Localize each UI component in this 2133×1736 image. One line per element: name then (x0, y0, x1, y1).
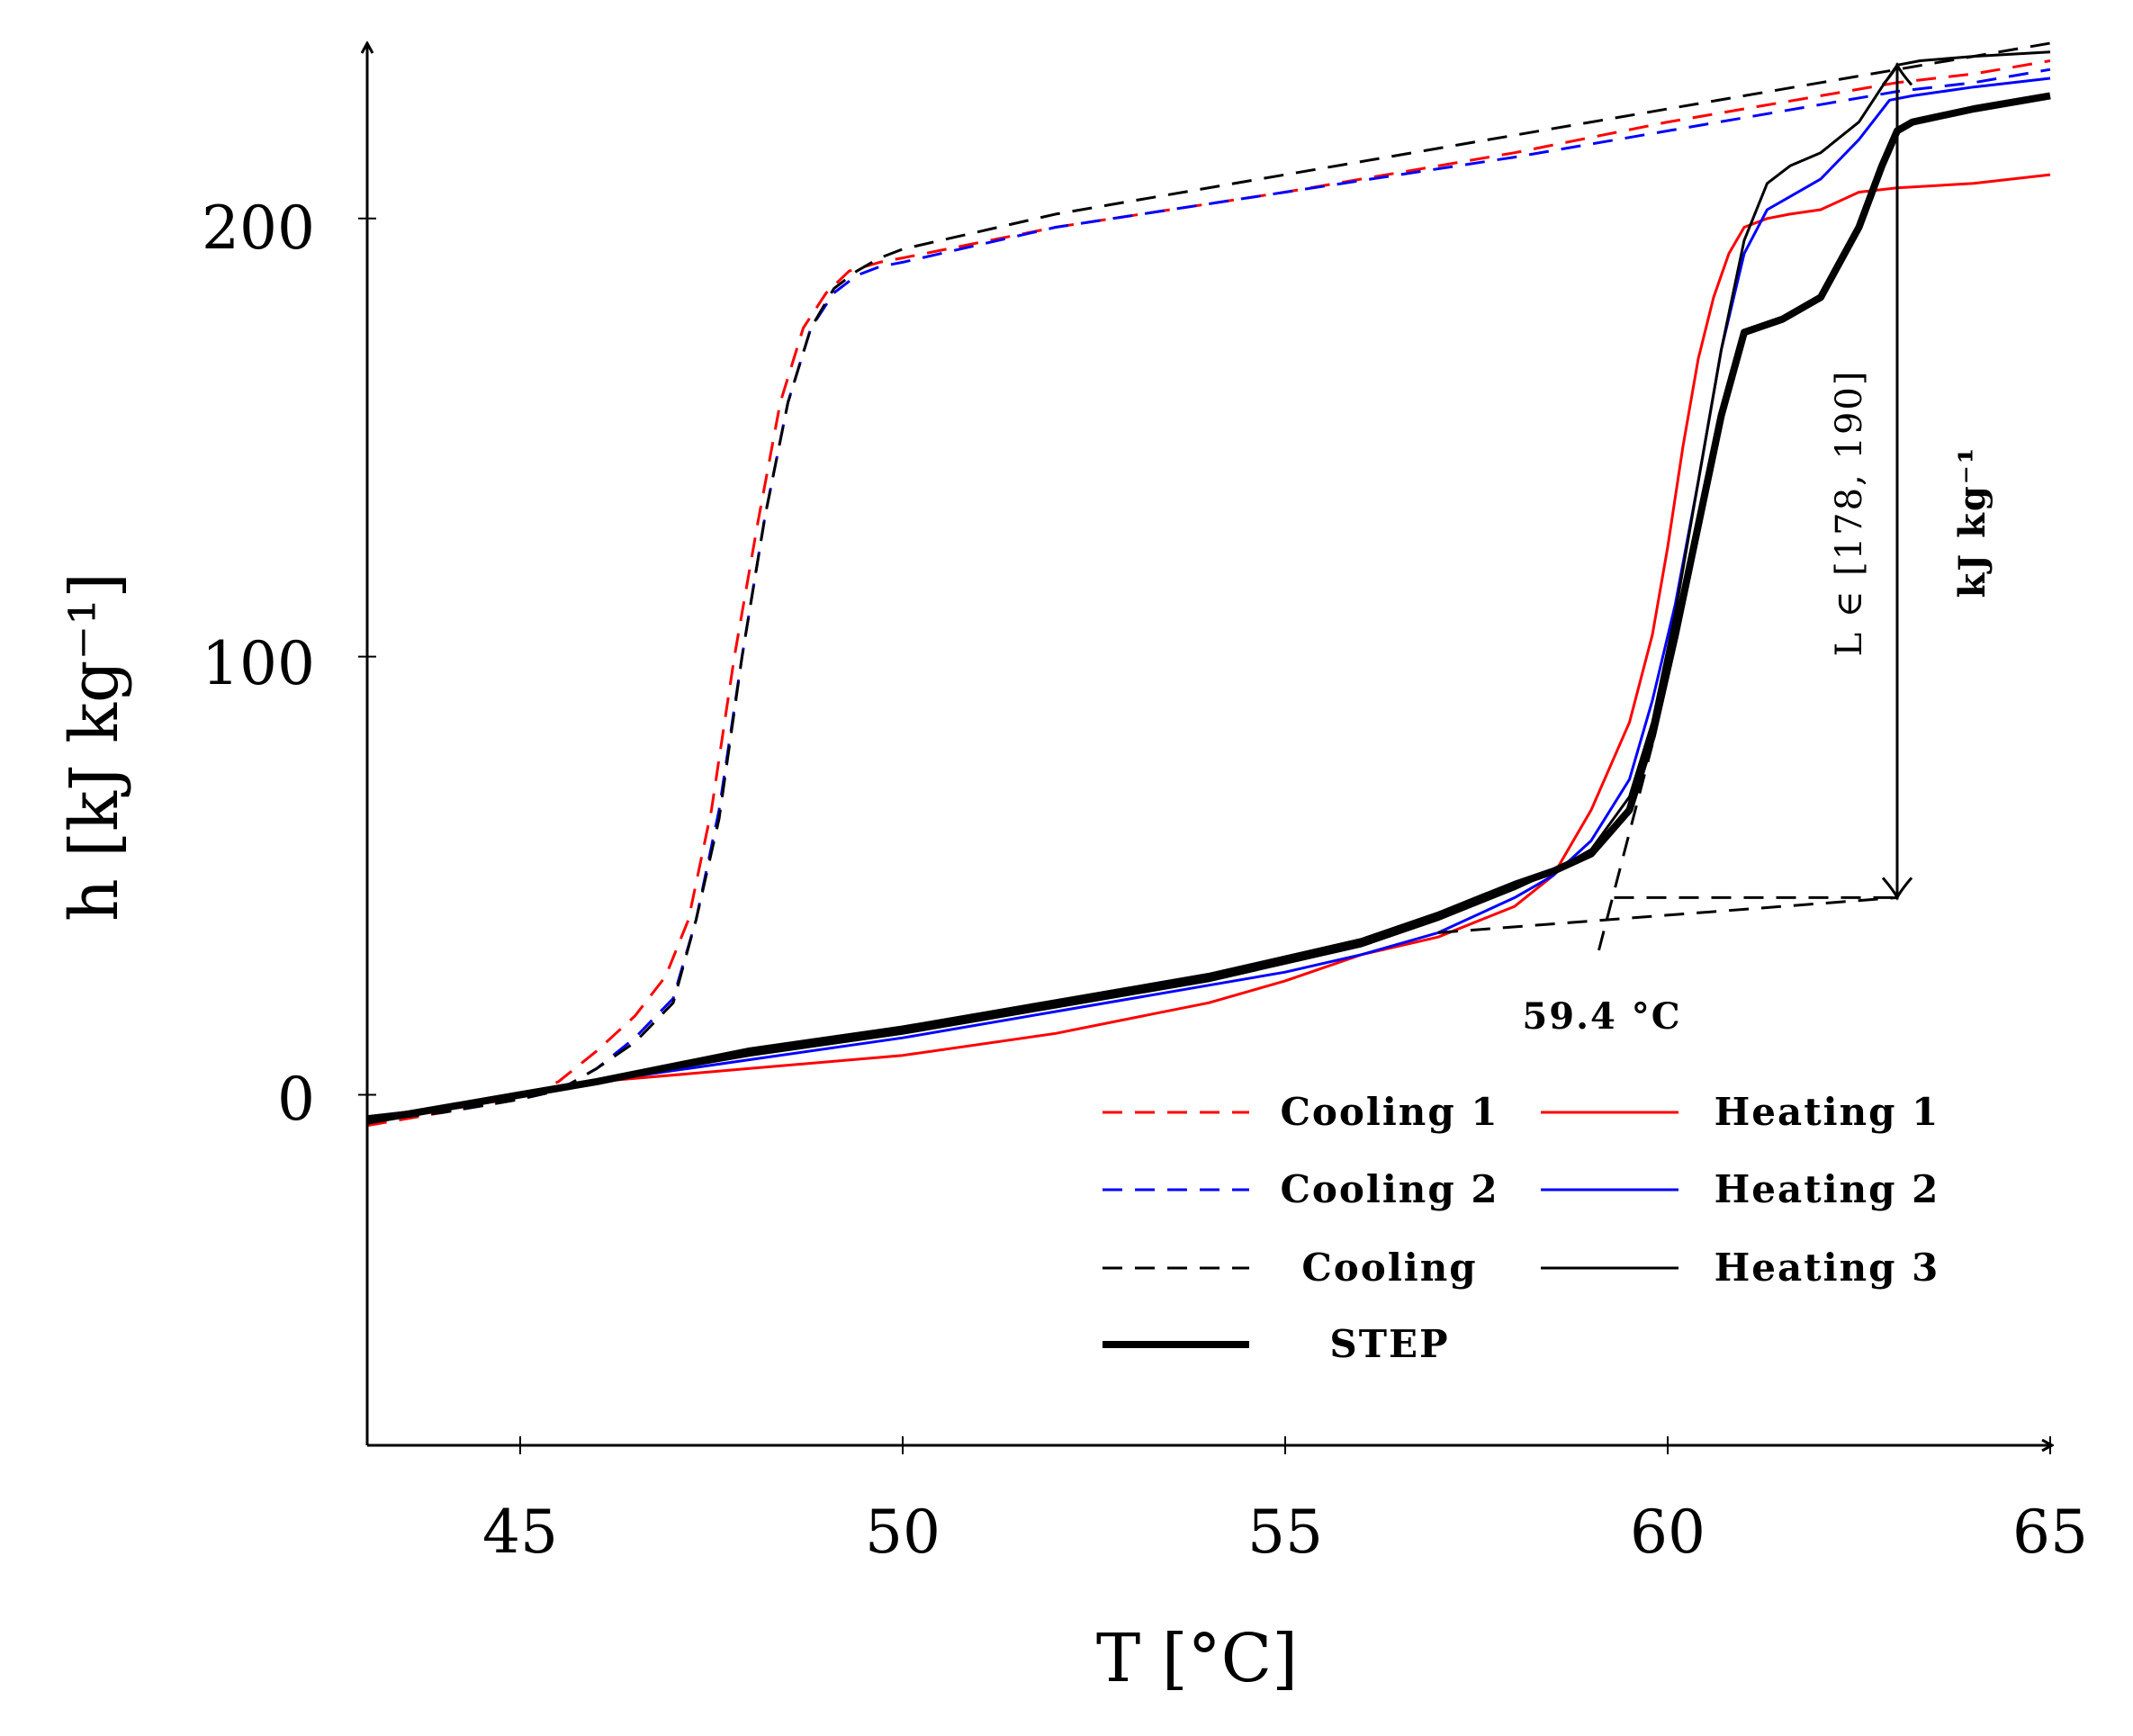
latent-heat-arrowhead (1881, 61, 1913, 86)
y-tick-label: 100 (202, 629, 315, 698)
legend-label: Heating 3 (1714, 1246, 1940, 1290)
legend: Cooling 1 Heating 1 Cooling 2 Heating 2 … (1102, 1090, 1940, 1366)
x-tick-label: 55 (1247, 1498, 1323, 1567)
x-tick-label: 60 (1630, 1498, 1706, 1567)
y-tick-label: 0 (277, 1065, 315, 1134)
ticks (358, 217, 2051, 1454)
series-line-heating-1 (366, 173, 2051, 1123)
legend-label: Heating 2 (1714, 1167, 1940, 1211)
latent-heat-unit-label: kJ kg⁻¹ (1951, 446, 1994, 598)
series-line-cooling-2 (366, 67, 2051, 1123)
series-line-step (366, 92, 2051, 1125)
onset-temperature-label: 59.4 °C (1522, 995, 1681, 1038)
series-layer (366, 41, 2051, 1128)
legend-label: Cooling 2 (1280, 1167, 1498, 1211)
series-line-cooling (366, 41, 2051, 1123)
onset-line-baseline (1437, 895, 1898, 934)
y-axis-title: h [kJ kg⁻¹] (56, 572, 133, 922)
legend-label: Cooling (1301, 1246, 1477, 1290)
x-axis-title: T [°C] (1096, 1620, 1298, 1697)
x-tick-label: 45 (482, 1498, 558, 1567)
legend-label: STEP (1329, 1322, 1449, 1366)
latent-heat-arrowhead (1881, 877, 1913, 901)
series-line-heating-3 (366, 50, 2051, 1119)
legend-label: Cooling 1 (1280, 1090, 1498, 1134)
latent-heat-label: L ∈ [178, 190] (1829, 370, 1870, 657)
x-tick-label: 65 (2012, 1498, 2088, 1567)
series-line-cooling-1 (366, 59, 2051, 1128)
legend-label: Heating 1 (1714, 1090, 1940, 1134)
onset-line-tangent (1598, 743, 1654, 951)
y-tick-label: 200 (202, 193, 315, 263)
x-tick-label: 50 (865, 1498, 940, 1567)
series-line-heating-2 (366, 76, 2051, 1119)
onset-construction (1437, 61, 1913, 951)
